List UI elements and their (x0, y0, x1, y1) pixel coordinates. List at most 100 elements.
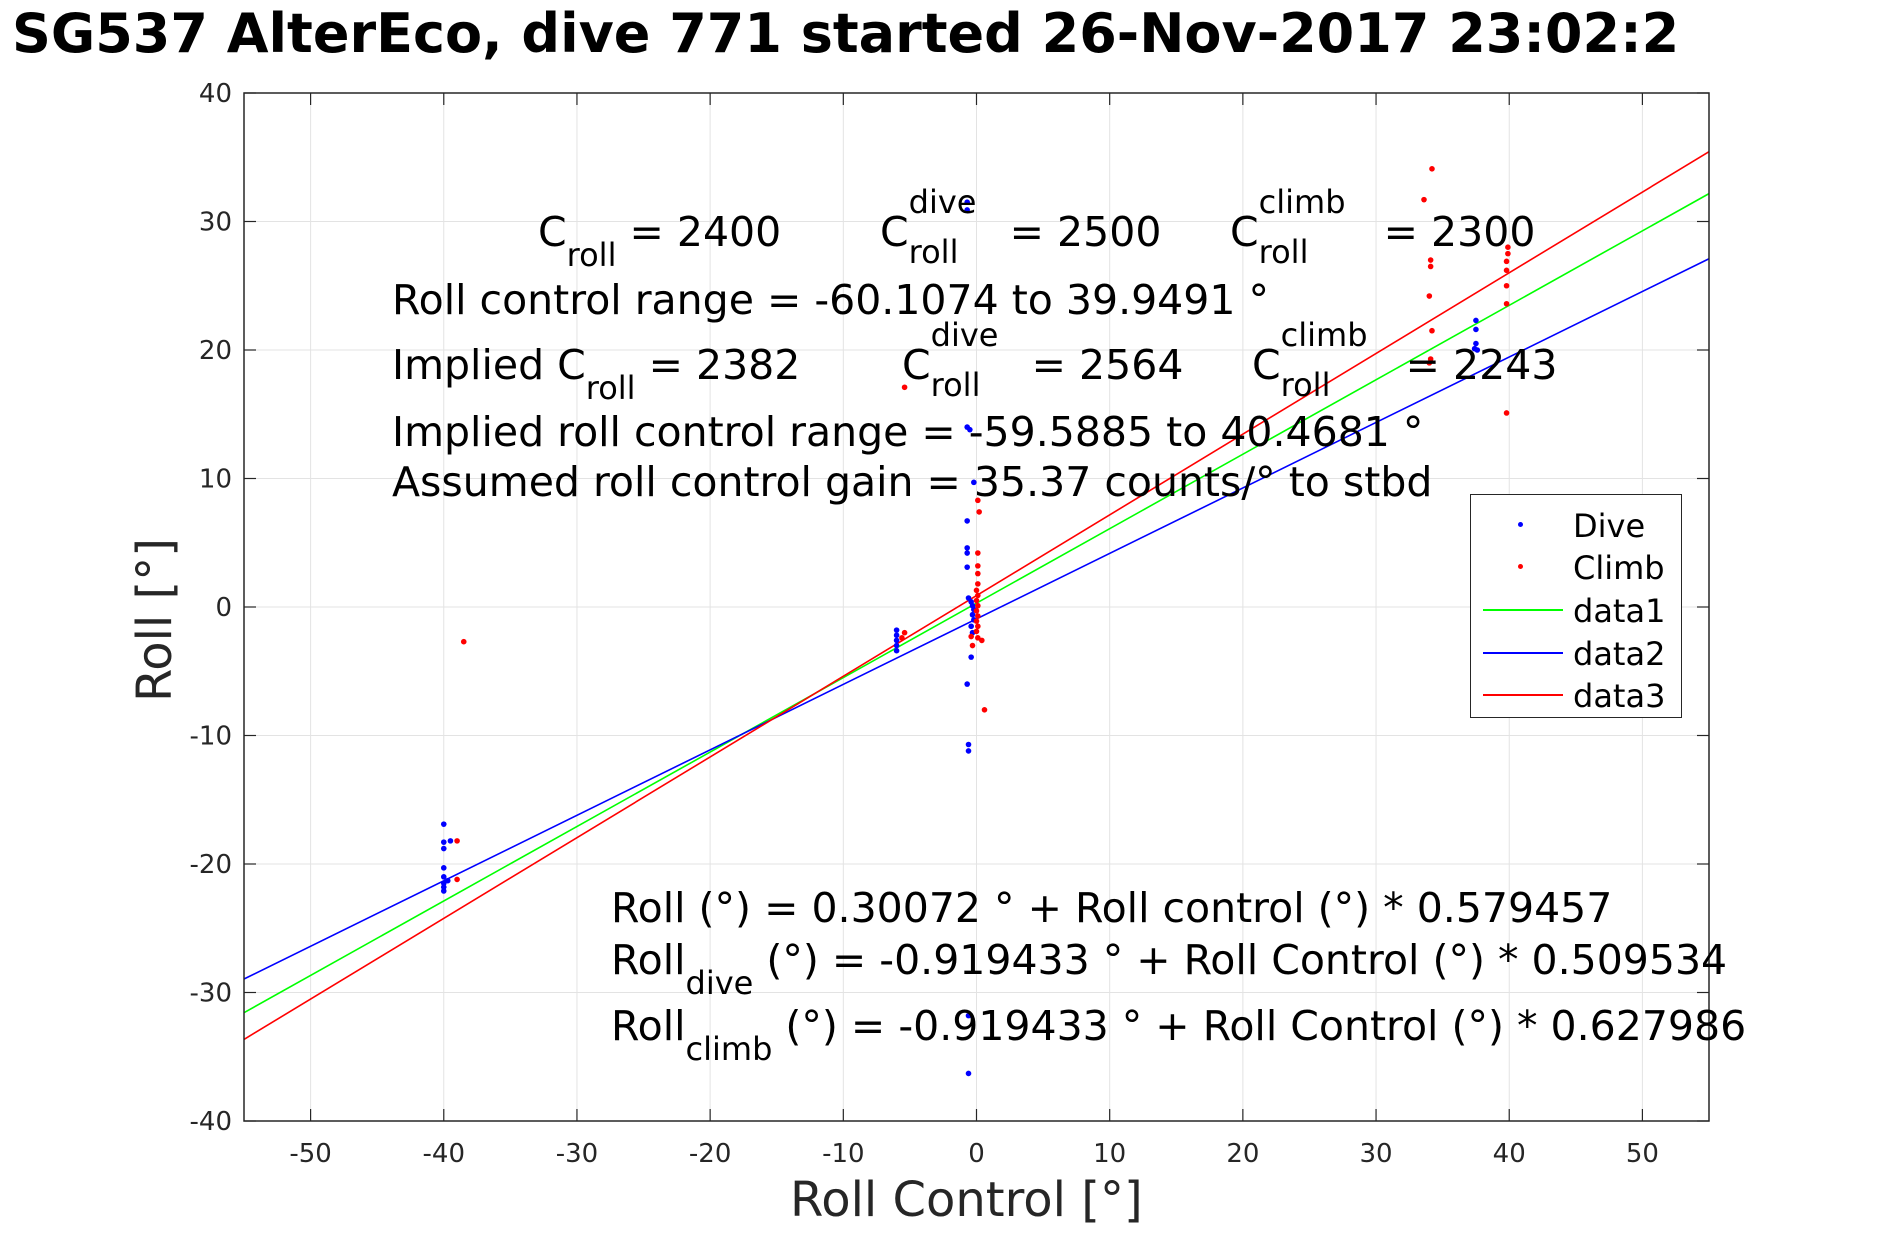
data-point-dive (440, 839, 447, 845)
data-point-dive (971, 479, 977, 486)
data-point-climb (975, 623, 981, 630)
data-point-climb (975, 570, 981, 577)
legend-item-data2: data2 (1471, 633, 1681, 673)
data-point-climb (1421, 196, 1427, 203)
data-point-dive (968, 654, 974, 660)
data-point-dive (964, 545, 970, 551)
legend-item-data1: data1 (1471, 590, 1681, 630)
data-point-dive (1474, 347, 1481, 353)
y-tick-label: -10 (190, 722, 232, 752)
data-point-dive (440, 821, 447, 827)
data-point-climb (1505, 250, 1511, 257)
x-tick-label: -40 (423, 1139, 465, 1169)
data-point-dive (1473, 340, 1479, 347)
annotation-implied-range: Implied roll control range = -59.5885 to… (392, 408, 1424, 456)
data-point-climb (899, 635, 905, 641)
y-tick-label: -30 (190, 979, 232, 1009)
x-tick-label: 20 (1226, 1139, 1259, 1169)
data-point-climb (975, 613, 981, 619)
data-point-climb (968, 633, 974, 640)
annotation-range: Roll control range = -60.1074 to 39.9491… (392, 276, 1269, 324)
y-tick-label: 30 (199, 208, 232, 238)
axes: -50 -40 -30 -20 -10 0 10 20 30 40 50 -40 -30 -20 -10 0 1… (190, 79, 1710, 1169)
data-point-climb (975, 563, 981, 569)
legend-label: data2 (1573, 635, 1666, 673)
data-point-dive (965, 748, 972, 754)
data-point-climb (1426, 293, 1433, 299)
legend-item-data3: data3 (1471, 675, 1681, 715)
data-point-climb (976, 509, 982, 515)
annotation-gain: Assumed roll control gain = 35.37 counts… (392, 458, 1433, 506)
data-point-dive (965, 1070, 972, 1077)
data-point-dive (965, 1012, 972, 1019)
y-tick-label: -20 (190, 850, 232, 880)
data-point-climb (979, 637, 985, 644)
x-tick-label: -50 (289, 1139, 331, 1169)
data-point-climb (1426, 360, 1433, 366)
y-tick-label: 40 (199, 79, 232, 109)
data-point-dive (964, 199, 970, 206)
legend-item-climb: Climb (1471, 547, 1681, 587)
data-point-climb (1429, 327, 1435, 334)
legend-label: Climb (1573, 549, 1665, 587)
data-point-climb (981, 707, 988, 713)
y-tick-label: -40 (190, 1107, 232, 1137)
data-point-dive (893, 647, 900, 654)
data-point-dive (440, 845, 447, 852)
data-point-dive (964, 518, 970, 524)
annotation-implied-c-roll: Implied Croll = 2382 (392, 341, 801, 407)
data-point-climb (1503, 300, 1510, 307)
annotation-fit-climb: Rollclimb (°) = -0.919433 ° + Roll Contr… (611, 1002, 1747, 1068)
legend-label: Dive (1573, 507, 1646, 545)
data-point-climb (975, 581, 981, 587)
data-point-dive (1473, 326, 1479, 333)
data-point-climb (460, 638, 467, 645)
data-point-dive (440, 888, 447, 894)
data-point-dive (893, 637, 900, 644)
legend-label: data1 (1573, 592, 1666, 630)
legend-item-dive: Dive (1471, 505, 1681, 545)
x-axis-label: Roll Control [°] (790, 1172, 1143, 1228)
data-point-climb (975, 592, 981, 599)
data-point-climb (454, 876, 460, 883)
legend-marker-dive (1518, 522, 1523, 527)
data-point-climb (1427, 257, 1434, 263)
data-point-dive (447, 838, 454, 844)
annotation-c-roll: Croll = 2400 (538, 208, 782, 274)
data-layer (243, 151, 1710, 1077)
data-point-climb (973, 628, 980, 635)
data-point-climb (1503, 267, 1510, 274)
data-point-dive (965, 741, 972, 748)
data-point-climb (1503, 410, 1510, 416)
x-tick-label: 0 (968, 1139, 985, 1169)
data-point-climb (973, 618, 980, 624)
x-tick-label: -30 (556, 1139, 598, 1169)
data-point-dive (893, 632, 900, 639)
data-point-climb (1427, 263, 1434, 270)
data-point-dive (964, 207, 970, 213)
data-point-dive (968, 623, 974, 630)
data-point-dive (440, 865, 447, 871)
data-point-climb (973, 608, 980, 614)
data-point-climb (973, 597, 980, 604)
data-point-dive (893, 642, 900, 649)
data-point-climb (1505, 244, 1511, 250)
legend-line-data2 (1483, 652, 1563, 654)
data-point-dive (440, 880, 447, 887)
y-axis-label: Roll [°] (127, 538, 183, 702)
annotation-fit-dive: Rolldive (°) = -0.919433 ° + Roll Contro… (611, 936, 1728, 1002)
data-point-climb (1429, 166, 1435, 172)
data-point-dive (1473, 317, 1479, 324)
legend-label: data3 (1573, 677, 1666, 715)
legend: Dive Climb data1 data2 data3 (1470, 494, 1682, 718)
data-point-dive (964, 550, 970, 556)
x-tick-label: 10 (1093, 1139, 1126, 1169)
y-tick-label: 10 (199, 465, 232, 495)
data-point-climb (975, 550, 981, 556)
data-point-dive (444, 877, 451, 884)
data-point-dive (893, 627, 900, 633)
